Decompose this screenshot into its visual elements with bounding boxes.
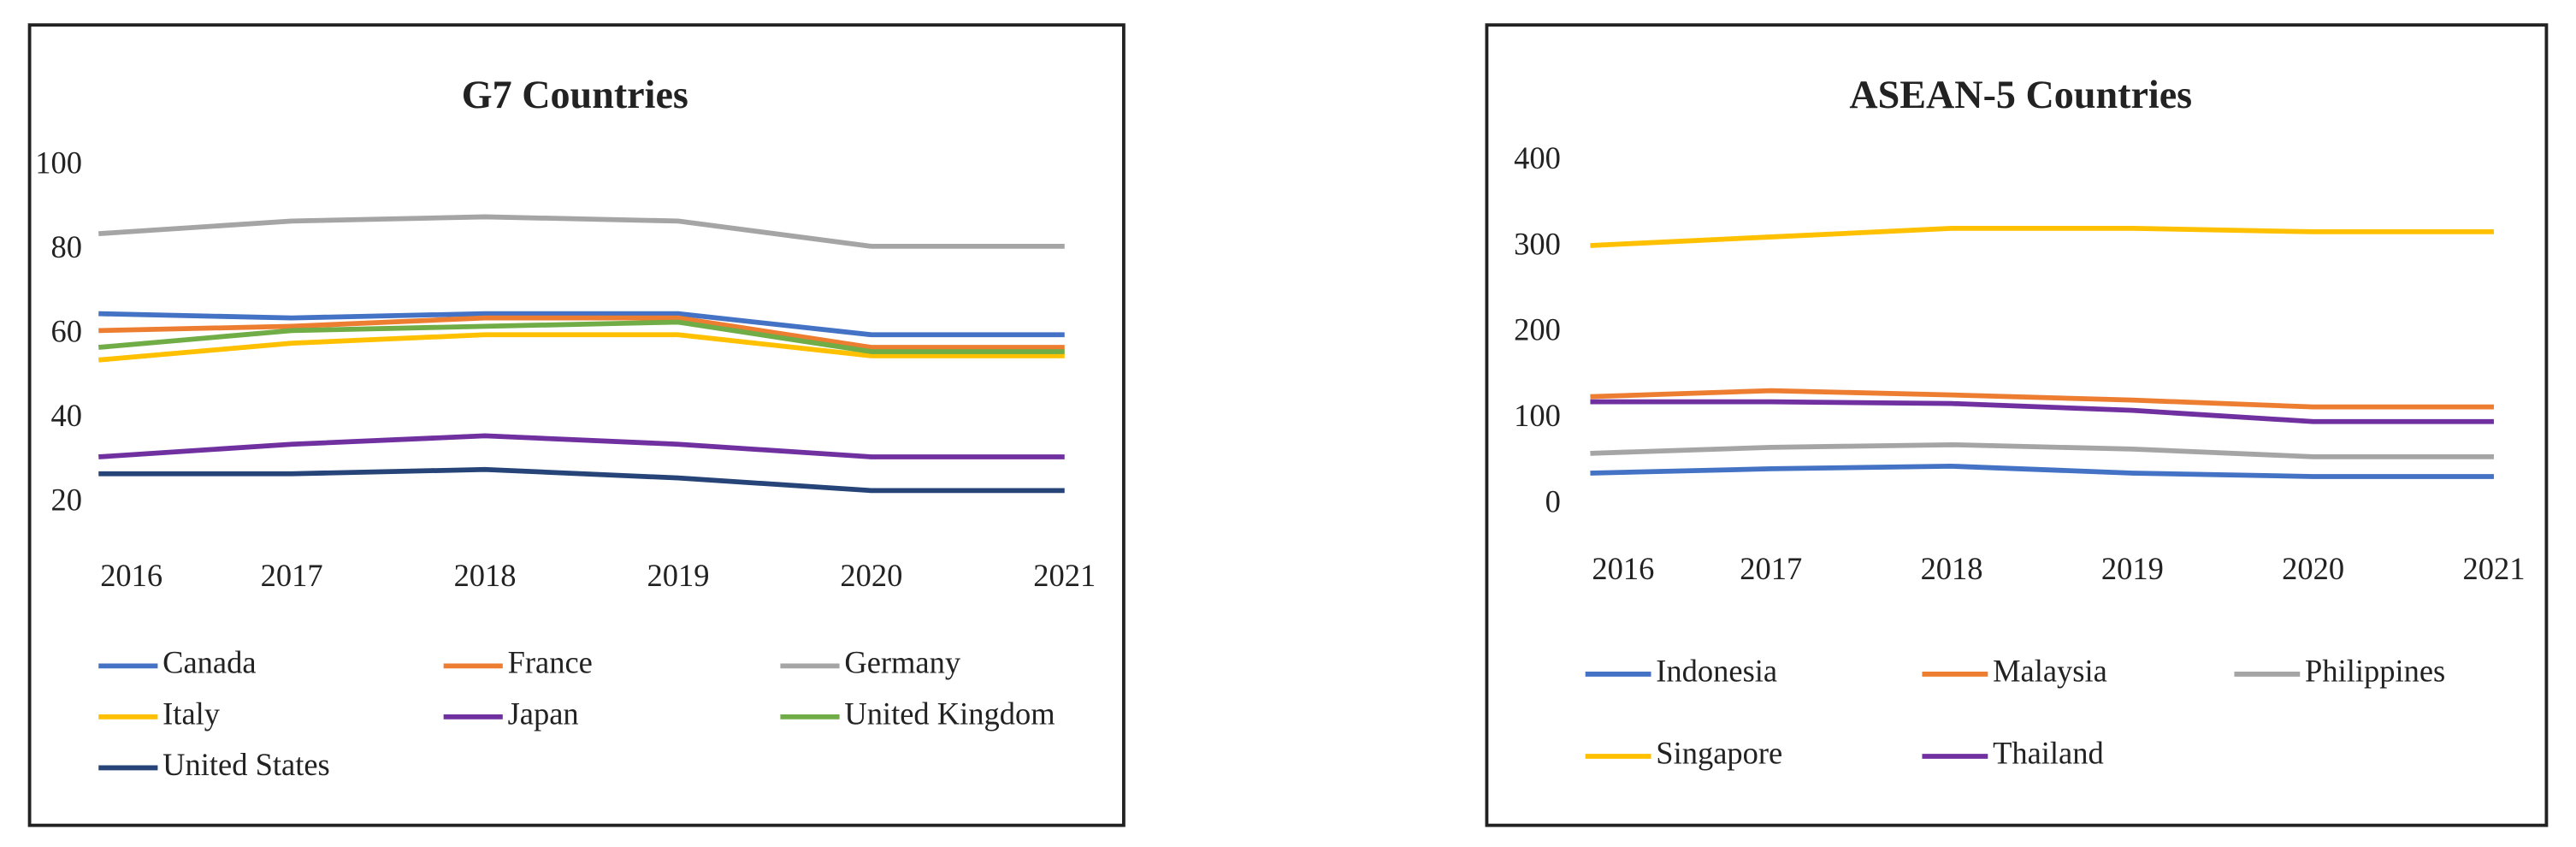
chart-frame: [1485, 23, 2549, 827]
legend-label: United Kingdom: [844, 696, 1055, 731]
legend-label: Canada: [162, 645, 256, 680]
series-line: [1590, 464, 2494, 479]
chart-title: ASEAN-5 Countries: [1849, 73, 2192, 116]
series-line: [1590, 441, 2494, 459]
series-line: [98, 433, 1065, 459]
series-line: [1590, 226, 2494, 248]
x-tick-label: 2018: [454, 558, 517, 593]
legend-label: Italy: [162, 696, 221, 731]
y-tick-label: 40: [51, 398, 82, 433]
legend-label: Indonesia: [1656, 653, 1777, 688]
legend-label: Singapore: [1656, 735, 1782, 770]
y-tick-label: 100: [1514, 398, 1561, 433]
x-tick-label: 2017: [1740, 551, 1802, 586]
series-line: [1590, 399, 2494, 424]
y-tick-label: 60: [51, 314, 82, 349]
x-tick-label: 2018: [1921, 551, 1983, 586]
series-line: [98, 319, 1065, 354]
y-tick-label: 80: [51, 229, 82, 264]
legend-label: Germany: [844, 645, 961, 680]
y-tick-label: 0: [1545, 483, 1561, 518]
chart-frame: [27, 23, 1126, 827]
x-tick-label: 2019: [647, 558, 709, 593]
x-tick-label: 2021: [2462, 551, 2525, 586]
x-tick-label: 2020: [840, 558, 902, 593]
y-tick-label: 200: [1514, 312, 1561, 347]
legend-label: United States: [162, 747, 330, 782]
legend-label: Thailand: [1993, 735, 2104, 770]
x-tick-label: 2021: [1033, 558, 1096, 593]
legend-label: France: [508, 645, 593, 680]
series-line: [1590, 388, 2494, 410]
y-tick-label: 400: [1514, 140, 1561, 175]
y-tick-label: 100: [35, 145, 82, 181]
legend-label: Malaysia: [1993, 653, 2107, 688]
x-tick-label: 2016: [1592, 551, 1654, 586]
x-tick-label: 2020: [2282, 551, 2344, 586]
series-line: [98, 214, 1065, 249]
x-tick-label: 2017: [261, 558, 323, 593]
y-tick-label: 300: [1514, 226, 1561, 261]
x-tick-label: 2019: [2101, 551, 2164, 586]
x-tick-label: 2016: [100, 558, 162, 593]
legend-label: Japan: [508, 696, 579, 731]
series-line: [98, 315, 1065, 350]
y-tick-label: 20: [51, 483, 82, 518]
legend-label: Philippines: [2305, 653, 2445, 688]
chart-title: G7 Countries: [462, 73, 688, 116]
series-line: [98, 466, 1065, 494]
series-line: [98, 311, 1065, 338]
series-line: [98, 332, 1065, 363]
